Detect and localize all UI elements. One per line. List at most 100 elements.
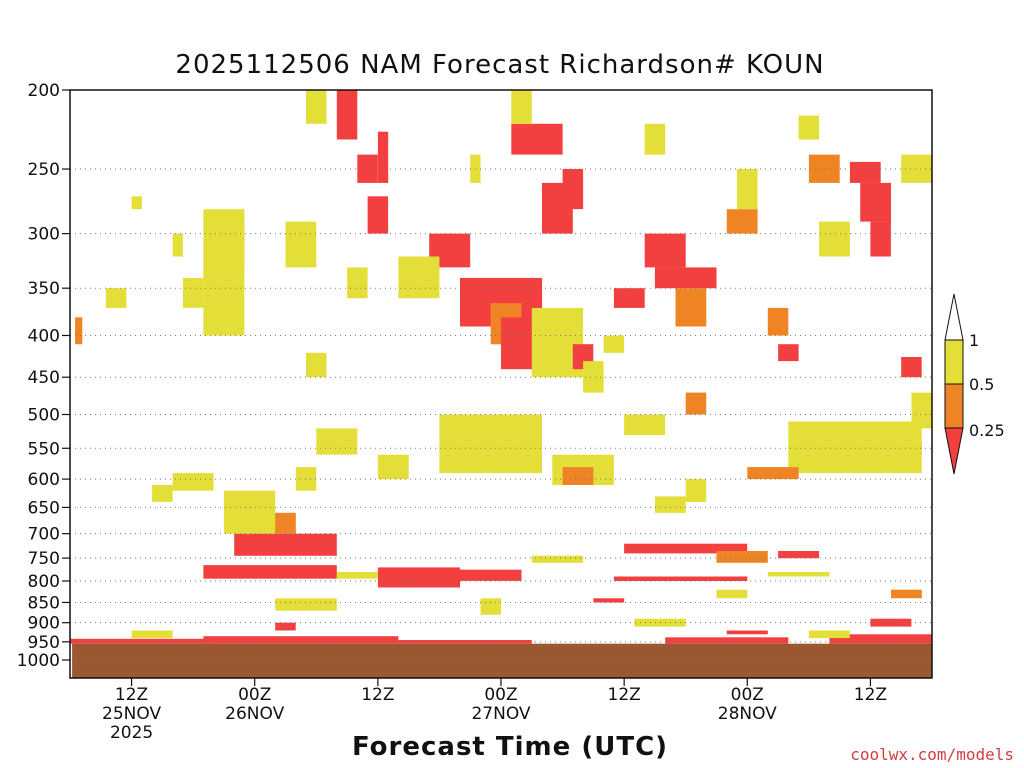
- heatmap-region-low: [665, 637, 789, 644]
- heatmap-region-low: [234, 533, 337, 556]
- heatmap-region-high: [306, 90, 327, 124]
- colorbar-label: 0.5: [969, 375, 994, 394]
- x-tick-label: 28NOV: [718, 704, 777, 724]
- y-tick-label: 900: [28, 614, 60, 634]
- x-tick-label: 00Z: [238, 685, 271, 705]
- heatmap-region-mid: [726, 209, 758, 234]
- heatmap-region-mid: [767, 307, 789, 336]
- heatmap-region-low: [849, 161, 881, 183]
- heatmap-region-mid: [562, 467, 594, 485]
- heatmap-region-high: [275, 598, 337, 611]
- heatmap-region-high: [203, 209, 245, 336]
- x-tick-label: 12Z: [854, 685, 887, 705]
- y-tick-label: 300: [28, 225, 60, 245]
- colorbar-high: [944, 339, 964, 385]
- y-tick-label: 700: [28, 525, 60, 545]
- y-tick-label: 850: [28, 593, 60, 613]
- heatmap-region-mid: [891, 589, 922, 599]
- heatmap-region-high: [316, 428, 358, 455]
- y-tick-label: 550: [28, 439, 60, 459]
- heatmap-region-low: [593, 598, 625, 603]
- heatmap-region-high: [295, 467, 317, 491]
- heatmap-region-high: [336, 572, 378, 579]
- heatmap-region-low: [377, 131, 389, 183]
- y-tick-label: 1000: [17, 651, 60, 671]
- heatmap-region-high: [131, 196, 142, 210]
- y-tick-label: 350: [28, 279, 60, 299]
- y-tick-label: 800: [28, 572, 60, 592]
- heatmap-region-low: [449, 569, 522, 581]
- x-tick-label: 00Z: [484, 685, 517, 705]
- heatmap-region-high: [398, 256, 440, 299]
- heatmap-region-mid: [685, 392, 707, 415]
- heatmap-region-high: [819, 221, 850, 257]
- heatmap-region-high: [808, 630, 850, 639]
- colorbar-label: 0.25: [969, 421, 1005, 440]
- heatmap-region-high: [182, 277, 204, 308]
- heatmap-region-high: [347, 267, 368, 299]
- y-tick-label: 450: [28, 368, 60, 388]
- x-tick-label: 25NOV: [102, 704, 161, 724]
- y-tick-label: 500: [28, 406, 60, 426]
- y-tick-label: 750: [28, 549, 60, 569]
- heatmap-region-high: [685, 479, 707, 502]
- x-tick-label: 27NOV: [471, 704, 530, 724]
- heatmap-region-high: [480, 598, 501, 615]
- heatmap-region-high: [439, 414, 542, 474]
- heatmap-region-low: [644, 233, 686, 268]
- heatmap-region-low: [778, 344, 799, 362]
- heatmap-region-high: [583, 361, 604, 393]
- heatmap-region-low: [511, 123, 563, 155]
- y-tick-label: 600: [28, 470, 60, 490]
- colorbar-mid: [944, 383, 964, 429]
- x-tick-label: 12Z: [115, 685, 148, 705]
- heatmap-region-low: [860, 182, 891, 222]
- heatmap-region-high: [654, 496, 686, 513]
- y-tick-label: 200: [28, 81, 60, 101]
- x-tick-label: 26NOV: [225, 704, 284, 724]
- source-credit[interactable]: coolwx.com/models: [850, 745, 1014, 764]
- heatmap-region-low: [778, 551, 820, 559]
- y-tick-label: 950: [28, 633, 60, 653]
- heatmap-region-high: [172, 473, 214, 491]
- y-tick-label: 400: [28, 326, 60, 346]
- heatmap-region-low: [70, 638, 214, 644]
- y-tick-label: 250: [28, 160, 60, 180]
- heatmap-region-low: [726, 630, 768, 635]
- heatmap-region-mid: [808, 154, 840, 183]
- heatmap-region-low: [613, 288, 645, 308]
- heatmap-region-low: [870, 221, 891, 257]
- heatmap-region-high: [531, 555, 584, 563]
- heatmap-region-low: [203, 636, 399, 644]
- heatmap-region-high: [798, 115, 820, 140]
- heatmap-region-low: [357, 154, 378, 183]
- heatmap-region-high: [131, 630, 173, 639]
- heatmap-region-high: [172, 233, 183, 257]
- heatmap-region-high: [377, 454, 409, 480]
- heatmap-region-high: [767, 572, 830, 577]
- heatmap-region-low: [275, 622, 296, 631]
- heatmap-region-high: [788, 421, 922, 474]
- colorbar: 1 0.5 0.25: [944, 293, 1005, 475]
- heatmap-region-ground: [72, 643, 933, 678]
- colorbar-label: 1: [969, 331, 979, 350]
- heatmap-region-high: [152, 484, 173, 502]
- heatmap-region-mid: [675, 288, 707, 327]
- heatmap-region-low: [901, 357, 922, 378]
- heatmap-region-high: [624, 414, 666, 436]
- heatmap-region-high: [737, 169, 758, 210]
- heatmap-region-low: [654, 267, 717, 289]
- x-axis-label: Forecast Time (UTC): [351, 732, 669, 762]
- colorbar-top-arrow: [944, 293, 964, 341]
- heatmap-region-high: [603, 335, 625, 353]
- plot-frame: [69, 89, 933, 679]
- y-tick-label: 650: [28, 498, 60, 518]
- heatmap-cells: [70, 90, 933, 678]
- heatmap-region-high: [105, 288, 127, 308]
- heatmap-region-low: [336, 90, 358, 140]
- x-tick-label: 12Z: [608, 685, 641, 705]
- heatmap-region-high: [901, 154, 932, 183]
- heatmap-region-mid: [716, 551, 768, 563]
